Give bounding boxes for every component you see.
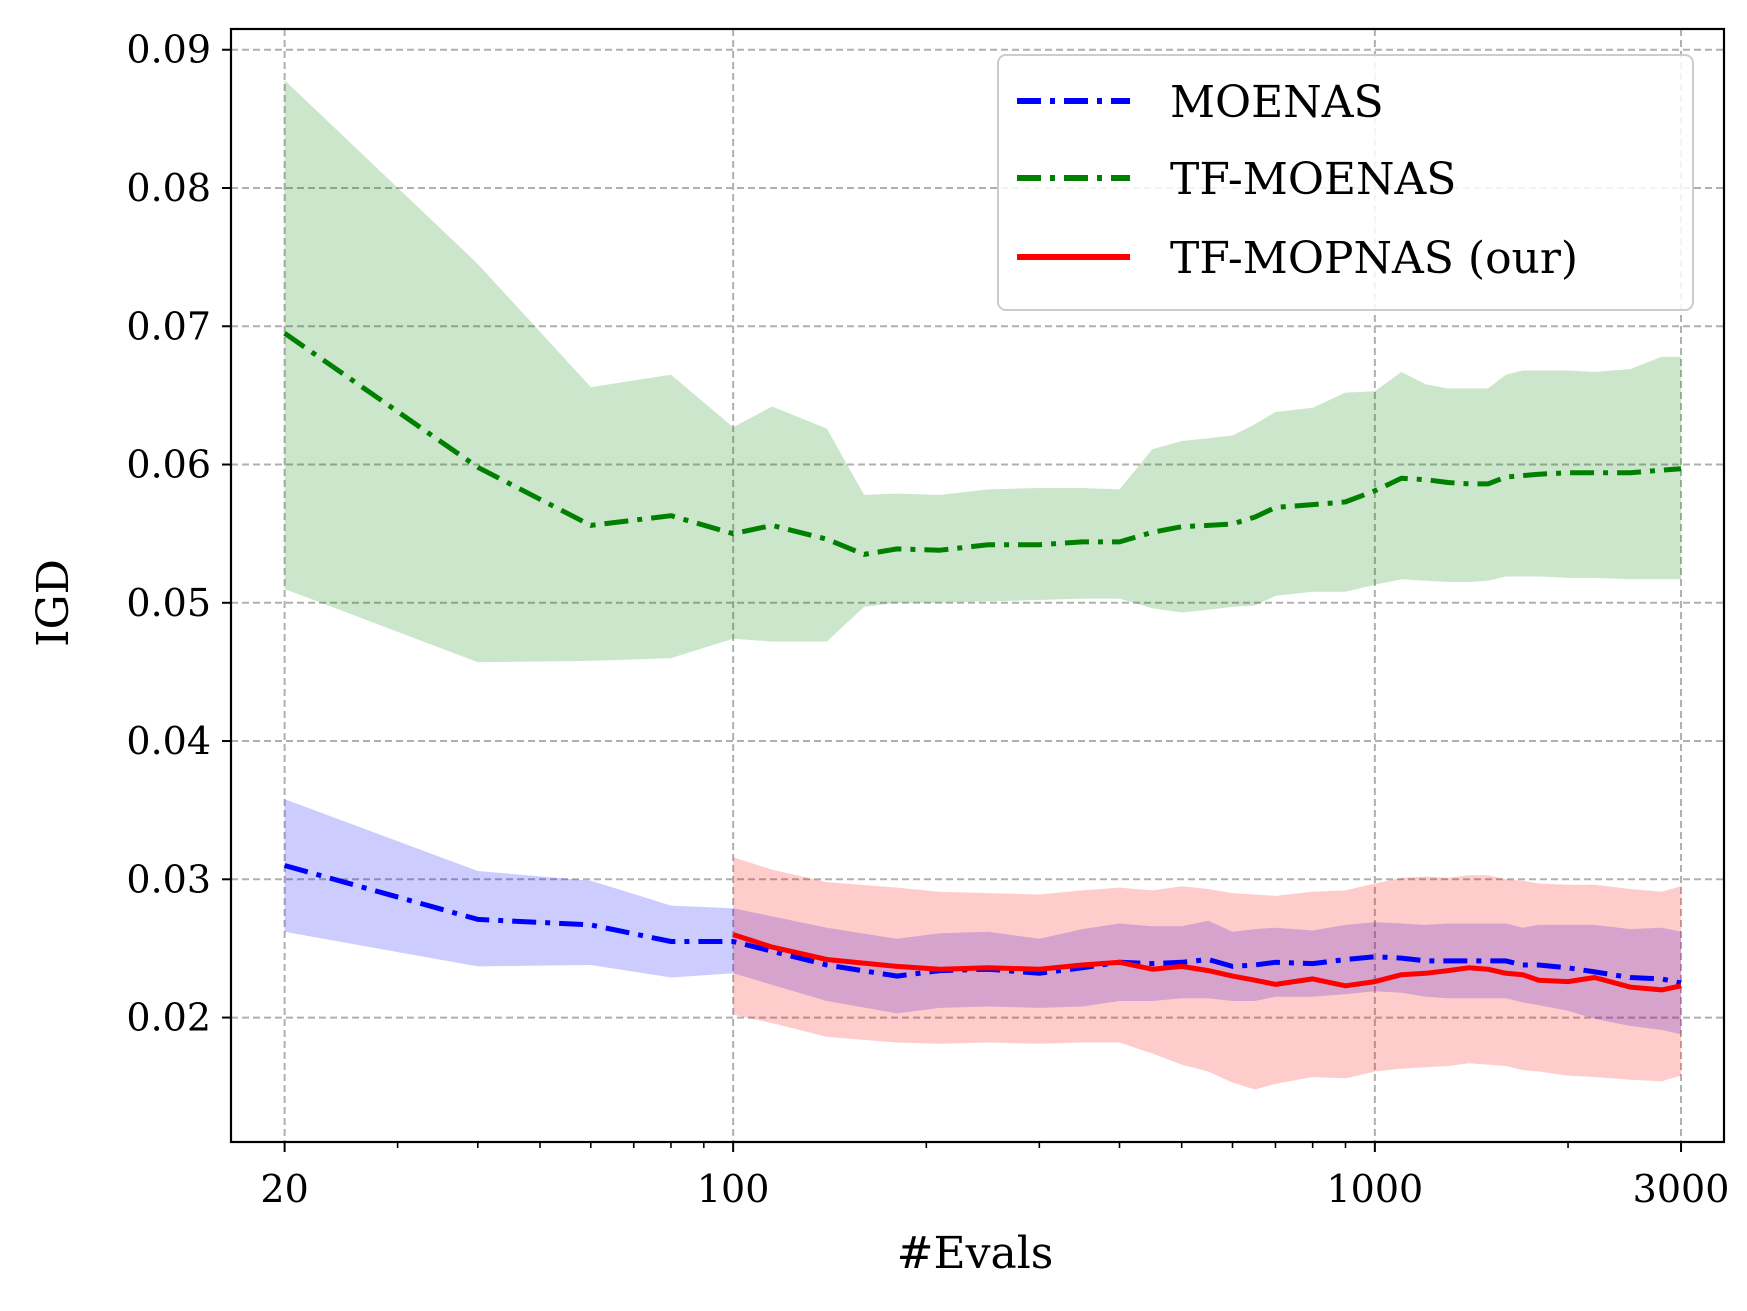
- x-tick-label: 1000: [1327, 1167, 1424, 1211]
- line-tf-mopnas-our: [732, 932, 1682, 993]
- series-lines: [283, 331, 1682, 993]
- band-moenas: [284, 799, 1682, 1035]
- legend-label-moenas: MOENAS: [1170, 77, 1384, 128]
- band-tf-mopnas-our: [733, 857, 1681, 1090]
- band-tf-moenas: [284, 80, 1682, 663]
- x-tick-label: 20: [260, 1167, 308, 1211]
- y-tick-label: 0.08: [126, 166, 211, 210]
- legend-box: [997, 54, 1694, 311]
- confidence-bands: [284, 80, 1682, 1090]
- y-tick-label: 0.04: [126, 719, 211, 763]
- y-tick-label: 0.05: [126, 581, 211, 625]
- line-tf-moenas: [283, 331, 1682, 557]
- y-tick-label: 0.07: [126, 304, 211, 348]
- legend-label-tf-mopnas: TF-MOPNAS (our): [1170, 233, 1578, 284]
- y-tick-label: 0.02: [126, 996, 211, 1040]
- legend-label-tf-moenas: TF-MOENAS: [1170, 154, 1456, 205]
- x-tick-label: 3000: [1633, 1167, 1730, 1211]
- y-axis-label: IGD: [28, 559, 79, 647]
- grid: [231, 29, 1724, 1142]
- x-tick-label: 100: [697, 1167, 770, 1211]
- tick-labels: 0.02 0.03 0.04 0.05 0.06 0.07 0.08 0.09 20 100 100…: [126, 28, 1729, 1211]
- x-axis-label: #Evals: [897, 1228, 1054, 1279]
- axis-ticks: [222, 48, 1683, 1152]
- y-tick-label: 0.03: [126, 857, 211, 901]
- y-tick-label: 0.06: [126, 443, 211, 487]
- line-moenas: [283, 863, 1682, 986]
- legend: MOENAS TF-MOENAS TF-MOPNAS (our): [997, 54, 1694, 311]
- y-tick-label: 0.09: [126, 28, 211, 72]
- plot-frame: [229, 27, 1726, 1144]
